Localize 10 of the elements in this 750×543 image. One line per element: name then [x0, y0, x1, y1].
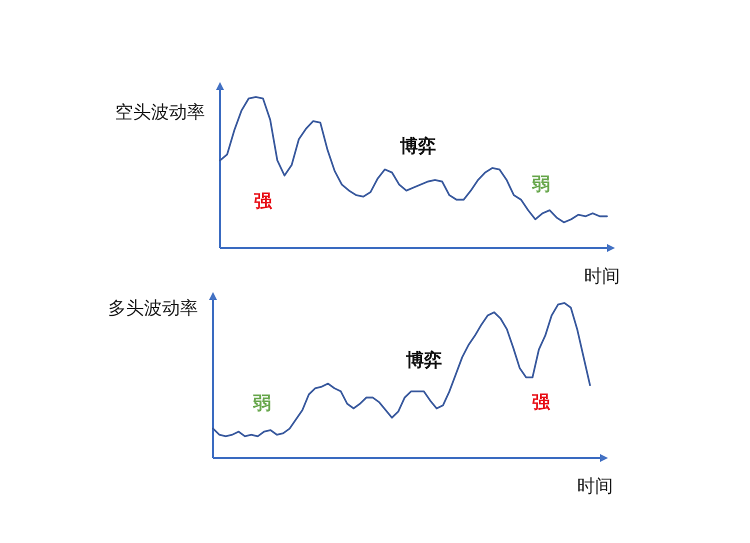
annotation: 弱 — [531, 174, 550, 195]
y-axis-title: 多头波动率 — [108, 298, 198, 319]
annotation: 强 — [254, 191, 273, 212]
annotation: 强 — [532, 392, 551, 413]
annotation: 博弈 — [399, 136, 436, 157]
annotation: 博弈 — [405, 350, 442, 371]
y-axis-title: 空头波动率 — [115, 102, 205, 123]
x-axis-title: 时间 — [577, 476, 613, 497]
annotation: 弱 — [252, 393, 271, 414]
x-axis-title: 时间 — [584, 266, 620, 287]
